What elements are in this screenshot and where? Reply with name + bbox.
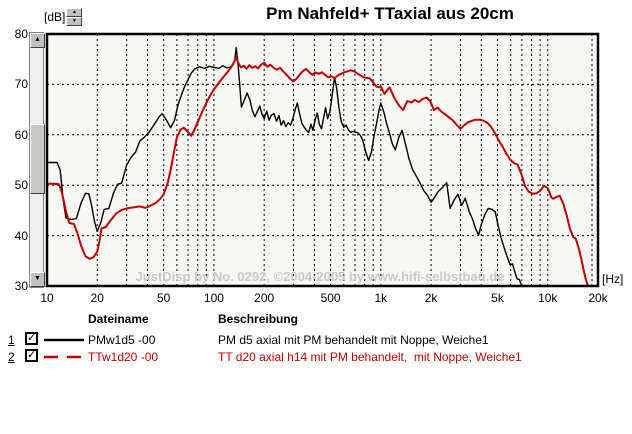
legend-row: 2 ✓ TTw1d20 -00 TT d20 axial h14 mit PM beh… <box>0 349 632 365</box>
x-tick-label: 50 <box>156 291 171 305</box>
x-tick-label: 100 <box>203 291 224 305</box>
legend-line-sample <box>44 334 84 346</box>
y-tick-label: 50 <box>14 178 28 193</box>
spinner-down-icon[interactable]: ▼ <box>66 17 83 26</box>
y-tick-label: 40 <box>14 228 28 243</box>
y-tick-label: 60 <box>14 127 28 142</box>
x-tick-label: 20k <box>588 291 608 305</box>
x-tick-label: 2k <box>424 291 438 305</box>
y-tick-label: 80 <box>14 27 28 41</box>
spinner-up-icon[interactable]: ▲ <box>66 8 83 17</box>
legend-dateiname: PMw1d5 -00 <box>88 333 156 347</box>
x-tick-label: 10 <box>40 291 54 305</box>
y-axis-unit-control: [dB] ▲ ▼ <box>44 8 83 26</box>
x-axis-unit-label: [Hz] <box>602 272 624 286</box>
legend-header-dateiname: Dateiname <box>88 312 149 326</box>
legend-row-number-link[interactable]: 1 <box>8 333 15 347</box>
plot-area <box>47 34 598 286</box>
x-tick-label: 200 <box>254 291 275 305</box>
level-scrollbar[interactable]: ▲ ▼ <box>29 32 45 288</box>
db-range-spinner[interactable]: ▲ ▼ <box>66 8 83 26</box>
curve-visible-checkbox[interactable]: ✓ <box>25 332 38 345</box>
curve-pmw1d5 <box>47 46 523 286</box>
x-tick-label: 500 <box>320 291 341 305</box>
scroll-down-icon[interactable]: ▼ <box>30 272 45 287</box>
legend-beschreibung: TT d20 axial h14 mit PM behandelt, mit N… <box>218 350 522 364</box>
x-tick-label: 10k <box>538 291 558 305</box>
legend-beschreibung: PM d5 axial mit PM behandelt mit Noppe, … <box>218 333 489 347</box>
chart-title: Pm Nahfeld+ TTaxial aus 20cm <box>266 4 514 23</box>
y-axis-unit-label: [dB] <box>44 10 66 24</box>
watermark-text: JustDisp by No. 0292, ©2004-2005 by www.… <box>136 269 505 284</box>
x-tick-label: 5k <box>491 291 504 305</box>
x-tick-label: 1k <box>374 291 388 305</box>
frequency-response-chart: JustDisp by No. 0292, ©2004-2005 by www.… <box>45 32 600 288</box>
curve-ttw1d20 <box>47 56 589 286</box>
y-tick-label: 30 <box>14 279 28 293</box>
legend-dateiname: TTw1d20 -00 <box>88 350 159 364</box>
scrollbar-thumb[interactable] <box>30 124 45 194</box>
x-tick-label: 20 <box>90 291 104 305</box>
y-tick-label: 70 <box>14 77 28 92</box>
legend-row-number-link[interactable]: 2 <box>8 350 15 364</box>
legend-row: 1 ✓ PMw1d5 -00 PM d5 axial mit PM behandelt… <box>0 332 632 348</box>
legend-header-beschreibung: Beschreibung <box>218 312 299 326</box>
plot-border <box>45 32 600 288</box>
scroll-up-icon[interactable]: ▲ <box>30 33 45 48</box>
legend-line-sample <box>44 351 84 363</box>
curve-visible-checkbox[interactable]: ✓ <box>25 349 38 362</box>
